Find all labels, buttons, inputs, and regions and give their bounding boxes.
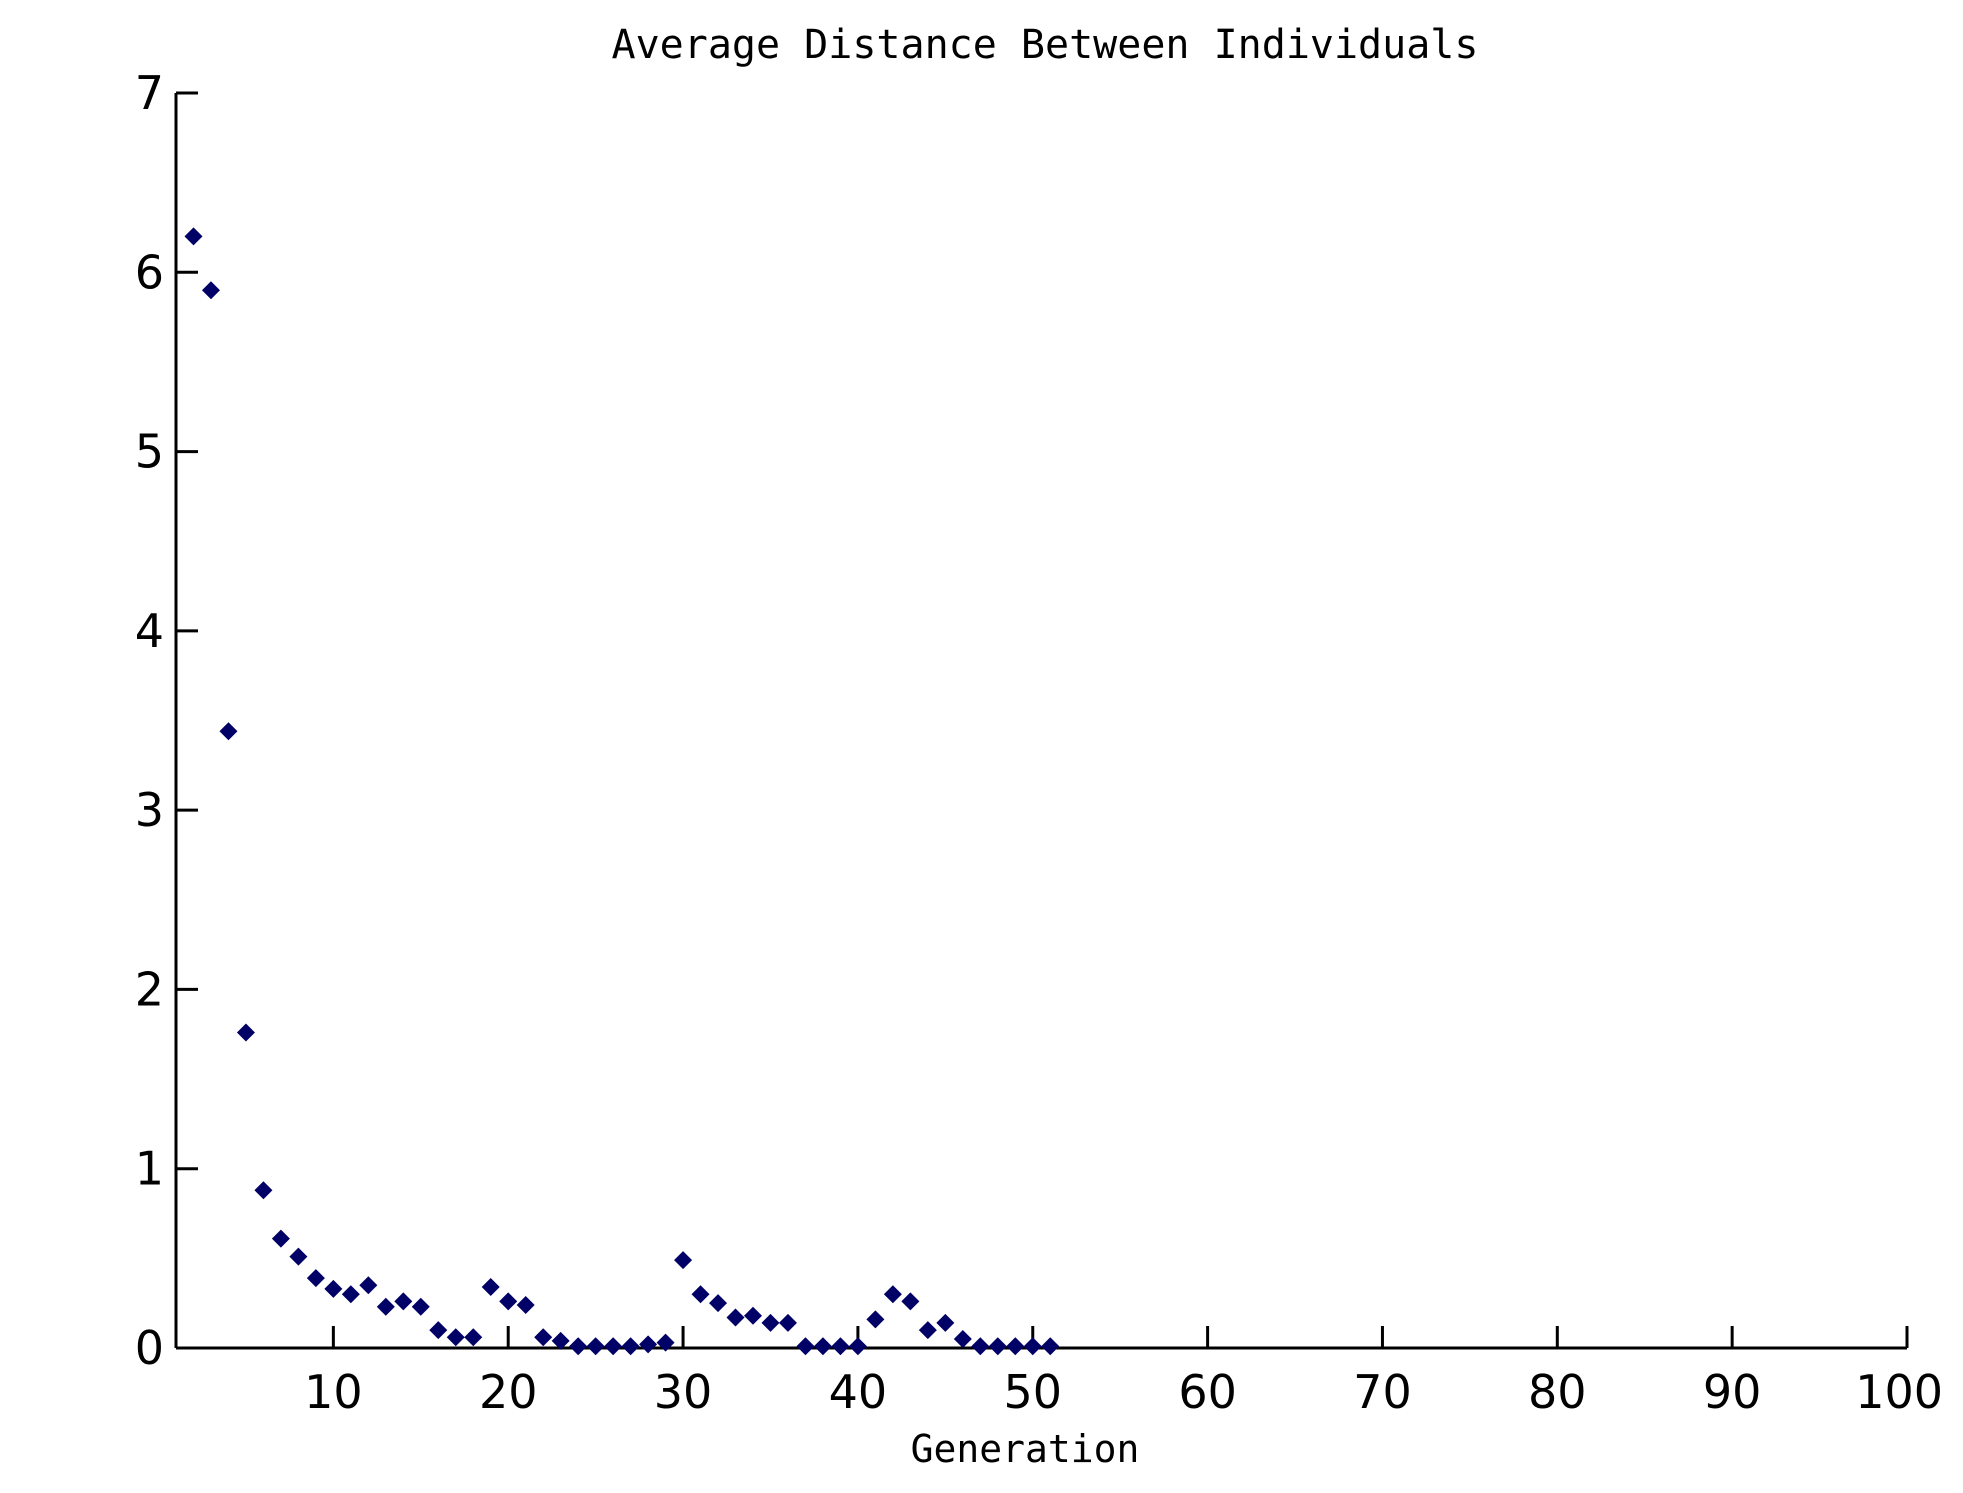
- x-tick-label: 30: [654, 1365, 713, 1419]
- data-point: [446, 1328, 465, 1347]
- data-point: [341, 1285, 360, 1304]
- data-point: [621, 1337, 640, 1356]
- data-point: [394, 1292, 413, 1311]
- x-tick-label: 70: [1353, 1365, 1412, 1419]
- data-point: [988, 1337, 1007, 1356]
- plot-axes: [174, 93, 1907, 1350]
- data-point: [429, 1321, 448, 1340]
- x-tick-label: 10: [304, 1365, 363, 1419]
- data-point: [359, 1276, 378, 1295]
- data-point: [499, 1292, 518, 1311]
- y-tick-label: 1: [135, 1142, 164, 1196]
- data-point: [918, 1321, 937, 1340]
- x-tick-label: 60: [1178, 1365, 1237, 1419]
- data-point: [289, 1247, 308, 1266]
- data-point: [551, 1331, 570, 1350]
- y-tick-label: 4: [135, 604, 164, 658]
- data-point: [586, 1337, 605, 1356]
- x-tick-label: 50: [1003, 1365, 1062, 1419]
- x-tick-label: 40: [829, 1365, 888, 1419]
- y-tick-label: 5: [135, 425, 164, 479]
- data-point: [971, 1337, 990, 1356]
- y-tick-label: 0: [135, 1321, 164, 1375]
- data-point: [1041, 1337, 1060, 1356]
- data-point: [901, 1292, 920, 1311]
- data-point: [481, 1278, 500, 1297]
- x-tick-label: 90: [1703, 1365, 1762, 1419]
- y-tick-label: 6: [135, 245, 164, 299]
- data-point: [639, 1335, 658, 1354]
- data-point: [464, 1328, 483, 1347]
- x-ticks: 10 20 30 40 50 60 70 80 90 100: [304, 1326, 1943, 1419]
- data-point: [534, 1328, 553, 1347]
- data-point: [516, 1295, 535, 1314]
- data-point: [376, 1297, 395, 1316]
- y-tick-label: 7: [135, 66, 164, 120]
- data-point: [848, 1337, 867, 1356]
- data-point: [201, 281, 220, 300]
- x-tick-label: 20: [479, 1365, 538, 1419]
- data-point: [709, 1294, 728, 1313]
- data-point: [813, 1337, 832, 1356]
- x-tick-label: 100: [1855, 1365, 1943, 1419]
- data-point: [674, 1251, 693, 1270]
- data-point: [324, 1279, 343, 1298]
- data-point: [184, 227, 203, 246]
- y-tick-label: 2: [135, 962, 164, 1016]
- data-point: [936, 1313, 955, 1332]
- data-point: [778, 1313, 797, 1332]
- data-point: [796, 1337, 815, 1356]
- data-point: [219, 722, 238, 741]
- chart-title: Average Distance Between Individuals: [612, 22, 1479, 68]
- data-point: [691, 1285, 710, 1304]
- data-point: [1023, 1337, 1042, 1356]
- data-point: [866, 1310, 885, 1329]
- data-point: [883, 1285, 902, 1304]
- data-point: [744, 1306, 762, 1325]
- data-point: [254, 1181, 273, 1200]
- data-markers: [184, 227, 1060, 1356]
- data-point: [726, 1308, 745, 1327]
- x-tick-label: 80: [1528, 1365, 1587, 1419]
- data-point: [271, 1229, 290, 1248]
- data-point: [569, 1337, 588, 1356]
- data-point: [306, 1269, 325, 1288]
- data-point: [1006, 1337, 1025, 1356]
- data-point: [953, 1330, 972, 1349]
- data-point: [604, 1337, 623, 1356]
- data-point: [411, 1297, 430, 1316]
- data-point: [761, 1313, 780, 1332]
- data-point: [656, 1333, 675, 1352]
- data-point: [236, 1023, 255, 1042]
- y-ticks: 0 1 2 3 4 5 6 7: [135, 66, 198, 1375]
- x-axis-label: Generation: [911, 1427, 1140, 1471]
- data-point: [831, 1337, 850, 1356]
- y-tick-label: 3: [135, 783, 164, 837]
